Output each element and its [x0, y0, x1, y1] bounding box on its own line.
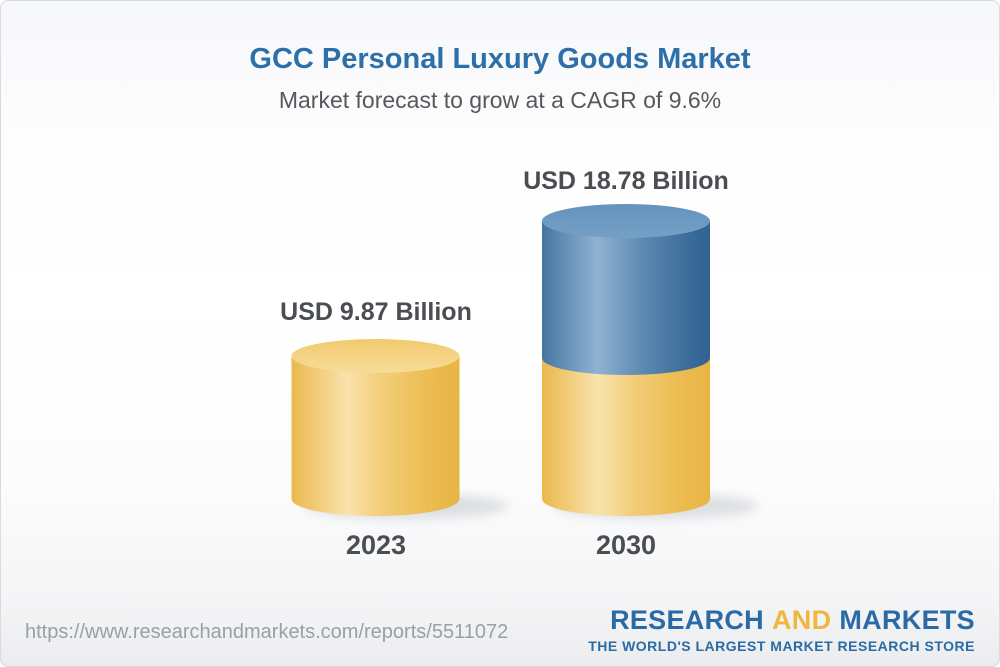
- logo-word-markets: MARKETS: [839, 605, 975, 635]
- logo-word-and: AND: [771, 605, 832, 635]
- chart-title: GCC Personal Luxury Goods Market: [249, 43, 751, 75]
- category-label-2030: 2030: [595, 530, 657, 560]
- chart-subtitle: Market forecast to grow at a CAGR of 9.6…: [278, 87, 722, 113]
- logo-tagline: THE WORLD'S LARGEST MARKET RESEARCH STOR…: [588, 638, 975, 654]
- logo-wordmark: RESEARCH AND MARKETS: [610, 607, 975, 634]
- cylinder-2030-growth-segment: [542, 204, 710, 375]
- logo-word-research: RESEARCH: [610, 605, 764, 635]
- research-and-markets-logo: RESEARCH AND MARKETS THE WORLD'S LARGEST…: [588, 607, 975, 654]
- cylinder-2023: [291, 339, 460, 516]
- category-label-2023: 2023: [345, 530, 407, 560]
- value-label-2023: USD 9.87 Billion: [280, 298, 472, 326]
- value-label-2030: USD 18.78 Billion: [523, 167, 729, 195]
- report-url: https://www.researchandmarkets.com/repor…: [25, 621, 509, 643]
- cylinder-2030-base-segment: [542, 358, 710, 516]
